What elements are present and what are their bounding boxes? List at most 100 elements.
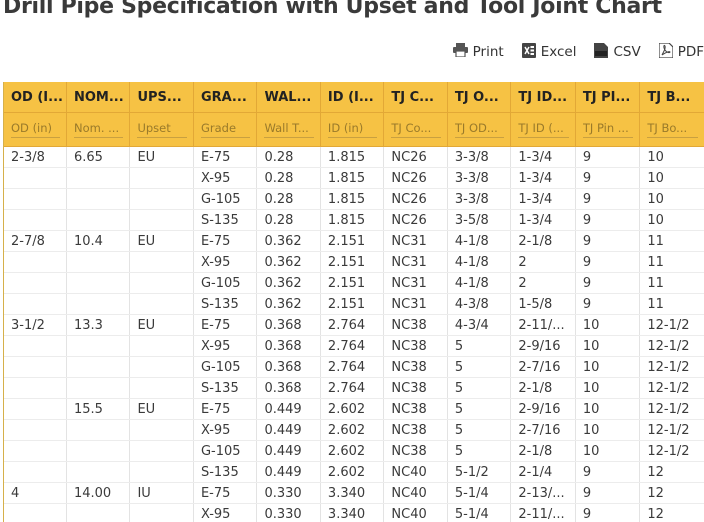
table-cell: 9: [575, 231, 640, 252]
column-filter-input[interactable]: ID (in): [328, 121, 377, 138]
filter-row: OD (in) Nom. ... Upset Grade Wall T... I…: [4, 113, 704, 147]
table-cell: 9: [575, 483, 640, 504]
column-header[interactable]: OD (I...: [4, 82, 66, 113]
table-cell: 2.602: [320, 441, 383, 462]
column-header[interactable]: NOM...: [66, 82, 129, 113]
header-row: OD (I... NOM... UPS... GRA... WAL... ID …: [4, 82, 704, 113]
table-cell: [130, 378, 193, 399]
column-filter-input[interactable]: Upset: [137, 121, 186, 138]
column-filter-input[interactable]: TJ Pin ...: [583, 121, 634, 138]
table-cell: 4-1/8: [447, 273, 510, 294]
excel-button[interactable]: Excel: [522, 43, 577, 62]
column-header[interactable]: TJ O...: [447, 82, 510, 113]
column-header[interactable]: TJ ID...: [511, 82, 576, 113]
table-cell: 9: [575, 462, 640, 483]
column-filter-input[interactable]: Grade: [201, 121, 250, 138]
table-cell: EU: [130, 399, 193, 420]
page-title: Drill Pipe Specification with Upset and …: [3, 0, 662, 19]
table-cell: [4, 399, 66, 420]
column-header[interactable]: WAL...: [257, 82, 320, 113]
column-header[interactable]: TJ PI...: [575, 82, 640, 113]
column-filter-input[interactable]: TJ Bo...: [647, 121, 698, 138]
table-cell: [130, 189, 193, 210]
spec-table: OD (I... NOM... UPS... GRA... WAL... ID …: [4, 82, 704, 522]
table-cell: 10: [575, 441, 640, 462]
table-cell: NC26: [384, 147, 447, 168]
table-cell: [4, 273, 66, 294]
pdf-button[interactable]: PDF: [659, 43, 704, 62]
column-filter[interactable]: TJ Co...: [384, 113, 447, 147]
column-filter[interactable]: ID (in): [320, 113, 383, 147]
table-cell: 0.362: [257, 252, 320, 273]
column-filter[interactable]: TJ Pin ...: [575, 113, 640, 147]
table-cell: 12-1/2: [640, 357, 704, 378]
table-cell: 2.764: [320, 357, 383, 378]
column-filter[interactable]: TJ ID (...: [511, 113, 576, 147]
table-cell: NC26: [384, 210, 447, 231]
table-cell: 2-9/16: [511, 336, 576, 357]
table-cell: [130, 441, 193, 462]
column-filter-input[interactable]: Nom. ...: [74, 121, 123, 138]
table-cell: 3-3/8: [447, 189, 510, 210]
csv-button[interactable]: CSV: [594, 43, 640, 62]
table-cell: S-135: [193, 378, 256, 399]
table-cell: 12-1/2: [640, 315, 704, 336]
table-cell: 2.602: [320, 399, 383, 420]
table-cell: [66, 294, 129, 315]
column-filter[interactable]: TJ OD...: [447, 113, 510, 147]
table-cell: 9: [575, 147, 640, 168]
column-header[interactable]: ID (I...: [320, 82, 383, 113]
column-filter-input[interactable]: Wall T...: [264, 121, 313, 138]
table-cell: [130, 252, 193, 273]
table-cell: [4, 294, 66, 315]
table-cell: 5: [447, 357, 510, 378]
table-cell: 4-3/8: [447, 294, 510, 315]
column-filter[interactable]: Nom. ...: [66, 113, 129, 147]
column-filter-input[interactable]: OD (in): [11, 121, 60, 138]
table-cell: 2.764: [320, 378, 383, 399]
table-cell: 4-1/8: [447, 252, 510, 273]
column-filter[interactable]: Grade: [193, 113, 256, 147]
column-header[interactable]: TJ C...: [384, 82, 447, 113]
column-filter-input[interactable]: TJ OD...: [455, 121, 504, 138]
column-filter[interactable]: Upset: [130, 113, 193, 147]
column-filter-input[interactable]: TJ Co...: [391, 121, 440, 138]
table-cell: NC40: [384, 483, 447, 504]
column-header[interactable]: UPS...: [130, 82, 193, 113]
column-filter[interactable]: TJ Bo...: [640, 113, 704, 147]
column-filter-input[interactable]: TJ ID (...: [518, 121, 569, 138]
table-cell: 3.340: [320, 483, 383, 504]
table-cell: [130, 210, 193, 231]
table-cell: X-95: [193, 168, 256, 189]
table-cell: 12-1/2: [640, 441, 704, 462]
table-cell: G-105: [193, 441, 256, 462]
table-cell: 2-7/16: [511, 420, 576, 441]
table-cell: EU: [130, 147, 193, 168]
table-cell: E-75: [193, 399, 256, 420]
column-header[interactable]: TJ B...: [640, 82, 704, 113]
table-cell: 1-3/4: [511, 210, 576, 231]
table-cell: 9: [575, 273, 640, 294]
table-cell: 5: [447, 378, 510, 399]
pdf-label: PDF: [678, 44, 704, 60]
print-button[interactable]: Print: [453, 43, 504, 61]
column-filter[interactable]: OD (in): [4, 113, 66, 147]
table-cell: 2-9/16: [511, 399, 576, 420]
column-filter[interactable]: Wall T...: [257, 113, 320, 147]
table-cell: [66, 462, 129, 483]
column-header[interactable]: GRA...: [193, 82, 256, 113]
table-cell: 10: [575, 399, 640, 420]
table-cell: 2-3/8: [4, 147, 66, 168]
table-cell: E-75: [193, 315, 256, 336]
table-cell: S-135: [193, 462, 256, 483]
table-cell: 1-5/8: [511, 294, 576, 315]
table-cell: 12-1/2: [640, 420, 704, 441]
table-cell: 2: [511, 273, 576, 294]
table-cell: 0.449: [257, 399, 320, 420]
table-cell: NC26: [384, 189, 447, 210]
